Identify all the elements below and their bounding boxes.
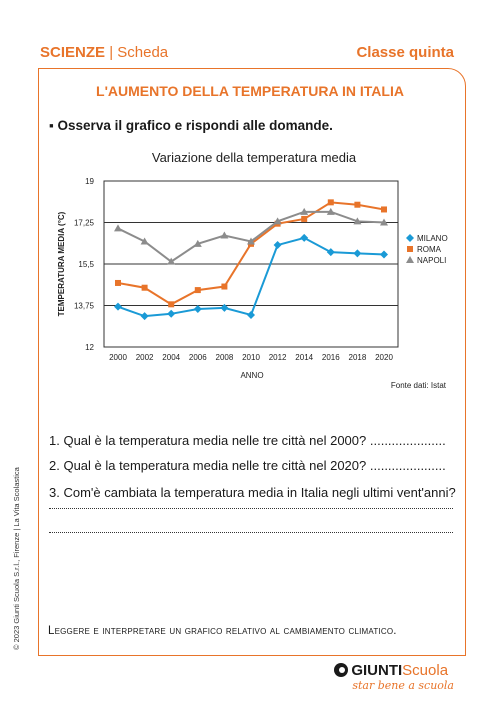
data-point-roma (301, 215, 308, 222)
x-tick-label: 2000 (109, 353, 127, 362)
legend-marker-roma (407, 246, 413, 252)
x-axis: 2000 2002 2004 2006 2008 2010 2012 2014 2016 2018… (109, 353, 393, 362)
grade-label: Classe quinta (356, 44, 454, 61)
y-tick-label: 15,5 (78, 260, 94, 269)
x-tick-label: 2020 (375, 353, 393, 362)
data-point-napoli (326, 207, 335, 215)
data-point-roma (141, 284, 148, 291)
data-source-note: Fonte dati: Istat (391, 381, 447, 390)
data-point-milano (247, 310, 255, 319)
legend-marker-milano (406, 234, 414, 242)
sheet-type-label: Scheda (117, 44, 169, 61)
header-separator: | (109, 44, 114, 61)
chart-series (114, 199, 388, 321)
series-line-napoli (117, 210, 385, 263)
data-point-napoli (193, 239, 202, 247)
learning-objective: Leggere e interpretare un grafico relati… (48, 625, 397, 637)
data-point-milano (273, 241, 282, 250)
data-point-milano (326, 248, 335, 257)
data-point-roma (327, 199, 334, 206)
data-point-roma (381, 206, 387, 213)
y-tick-label: 12 (85, 343, 94, 352)
x-tick-label: 2008 (216, 353, 234, 362)
logo-tagline: star bene a scuola (352, 679, 454, 692)
legend-marker-napoli (406, 256, 414, 263)
data-point-napoli (247, 237, 255, 245)
x-tick-label: 2014 (295, 353, 313, 362)
data-point-napoli (353, 217, 362, 225)
data-point-milano (140, 312, 149, 321)
chart-title: Variazione della temperatura media (152, 150, 357, 165)
question-3: 3. Com'è cambiata la temperatura media i… (49, 485, 456, 500)
data-point-milano (353, 249, 362, 258)
x-tick-label: 2006 (189, 353, 207, 362)
data-point-roma (168, 301, 175, 308)
legend-label-milano: MILANO (417, 234, 448, 243)
data-point-napoli (380, 218, 388, 226)
y-tick-label: 19 (85, 177, 94, 186)
data-point-napoli (300, 207, 309, 215)
logo-brand: GIUNTI (351, 662, 403, 679)
page-title: L'AUMENTO DELLA TEMPERATURA IN ITALIA (96, 83, 404, 99)
legend-label-napoli: NAPOLI (417, 256, 446, 265)
question-2: 2. Qual è la temperatura media nelle tre… (49, 458, 446, 473)
x-tick-label: 2010 (242, 353, 260, 362)
legend-label-roma: ROMA (417, 245, 442, 254)
data-point-roma (354, 201, 361, 208)
data-point-napoli (167, 257, 176, 265)
subject-label: SCIENZE (40, 44, 106, 61)
question-3-text: 3. Com'è cambiata la temperatura media i… (49, 485, 456, 500)
header-subject: SCIENZE | Scheda (40, 44, 168, 61)
series-line-milano (117, 236, 385, 318)
copyright-notice: © 2023 Giunti Scuola S.r.l., Firenze | L… (12, 467, 21, 650)
x-tick-label: 2016 (322, 353, 340, 362)
data-point-napoli (273, 217, 282, 225)
question-2-text: 2. Qual è la temperatura media nelle tre… (49, 458, 367, 473)
data-point-roma (115, 279, 121, 286)
data-point-roma (194, 287, 201, 294)
question-3-answer-line-1[interactable] (49, 508, 453, 509)
x-axis-label: ANNO (240, 371, 263, 380)
data-point-napoli (114, 224, 122, 232)
data-point-milano (114, 302, 122, 311)
x-tick-label: 2012 (269, 353, 287, 362)
x-tick-label: 2018 (349, 353, 367, 362)
temperature-line-chart: Variazione della temperatura media 12 13,… (57, 150, 448, 390)
giunti-logo-icon (334, 663, 349, 677)
chart-legend: MILANO ROMA NAPOLI (406, 234, 448, 265)
question-1-text: 1. Qual è la temperatura media nelle tre… (49, 433, 367, 448)
data-point-milano (300, 233, 309, 242)
x-tick-label: 2004 (162, 353, 180, 362)
data-point-milano (193, 305, 202, 314)
data-point-milano (220, 303, 229, 312)
data-point-milano (167, 309, 176, 318)
publisher-logo: GIUNTIScuola star bene a scuola (334, 662, 454, 692)
data-point-roma (221, 283, 228, 290)
question-1: 1. Qual è la temperatura media nelle tre… (49, 433, 446, 448)
question-2-answer-line[interactable]: ..................... (369, 458, 446, 473)
data-point-milano (380, 250, 388, 259)
y-axis: 12 13,75 15,5 17,25 19 (74, 177, 95, 352)
x-tick-label: 2002 (136, 353, 154, 362)
question-3-answer-line-2[interactable] (49, 532, 453, 533)
y-axis-label: TEMPERATURA MEDIA (°C) (57, 211, 66, 316)
chart-gridlines (104, 222, 398, 306)
data-point-napoli (140, 237, 149, 245)
y-tick-label: 13,75 (74, 302, 95, 311)
question-1-answer-line[interactable]: ..................... (369, 433, 446, 448)
plot-area-frame (103, 180, 399, 348)
logo-brand-suffix: Scuola (402, 662, 449, 679)
data-point-napoli (220, 231, 229, 239)
worksheet-card (38, 68, 466, 656)
y-tick-label: 17,25 (74, 219, 95, 228)
instruction-text: ▪ Osserva il grafico e rispondi alle dom… (49, 118, 333, 133)
